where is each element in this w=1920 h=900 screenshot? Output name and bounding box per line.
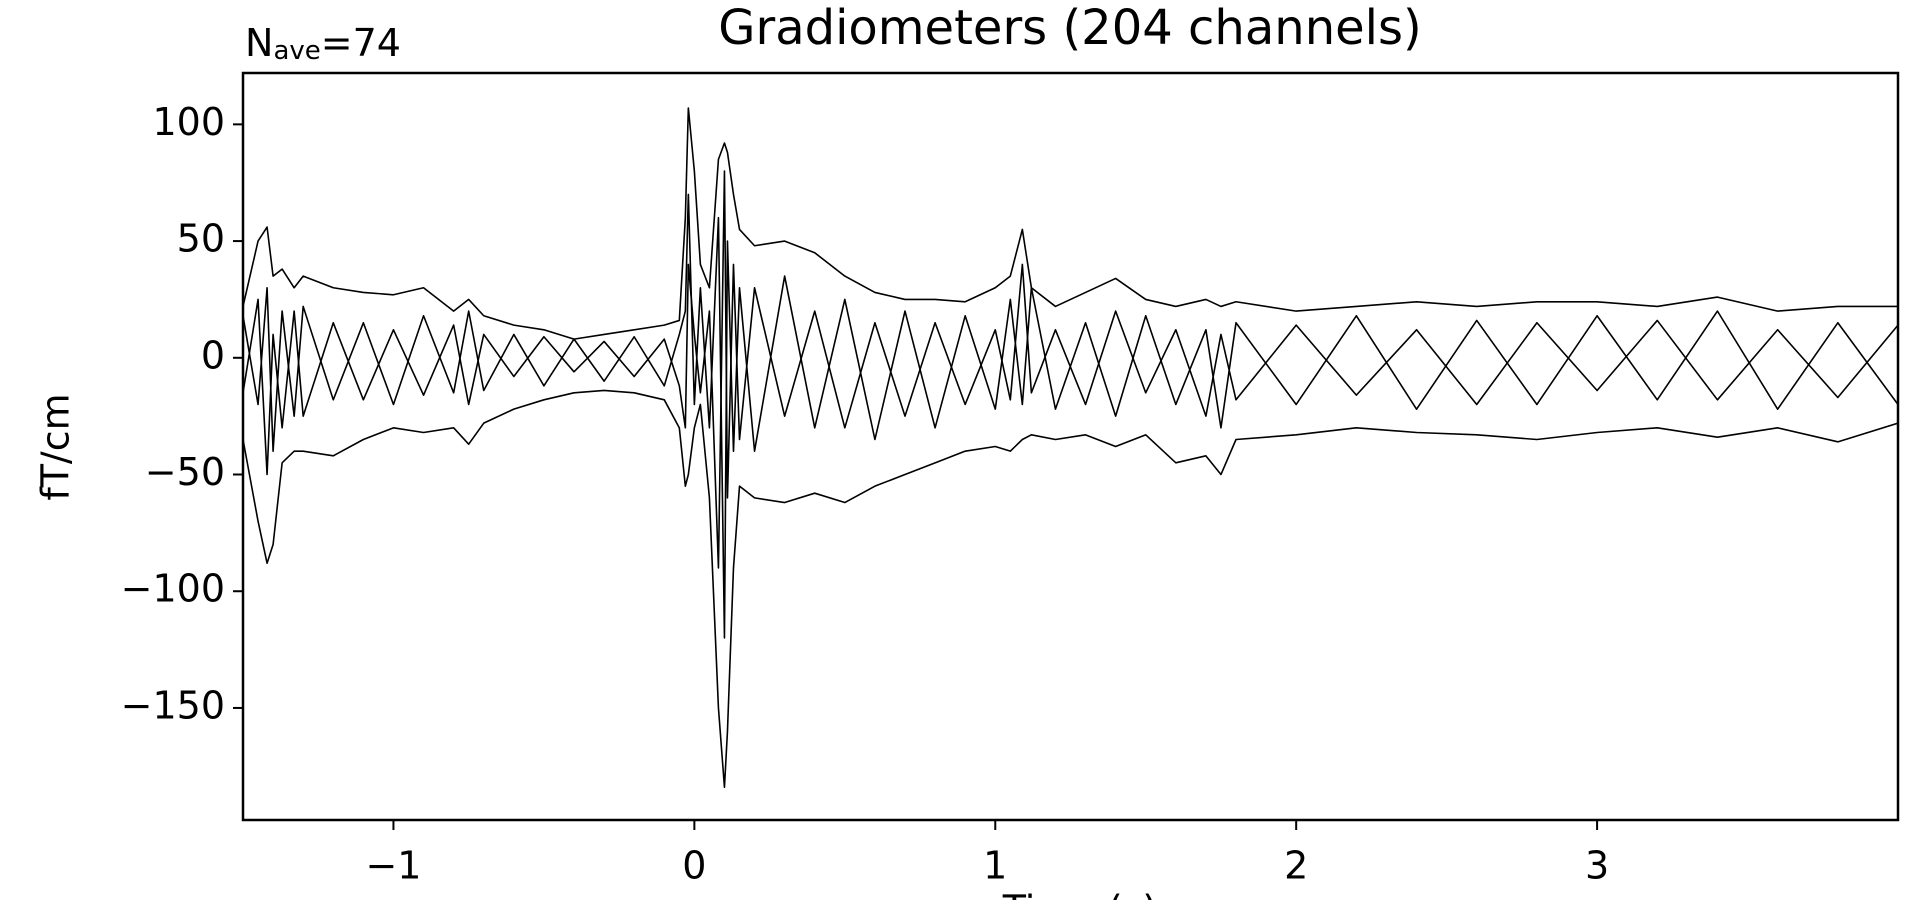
annotation: Nave=74 (245, 21, 401, 66)
x-tick-label: 2 (1284, 844, 1308, 888)
y-axis-label: fT/cm (34, 393, 78, 500)
x-tick-label: 0 (682, 844, 706, 888)
y-tick-label: −50 (145, 450, 225, 494)
trace (243, 170, 1898, 569)
annotation-base: N (245, 21, 273, 65)
annotation-sub: ave (273, 36, 320, 66)
y-tick-label: −100 (121, 567, 225, 611)
x-tick-label: 3 (1585, 844, 1609, 888)
y-tick-label: 50 (177, 217, 225, 261)
chart-title: Gradiometers (204 channels) (718, 0, 1421, 56)
y-tick-label: 100 (152, 100, 225, 144)
annotation-rest: =74 (321, 21, 401, 65)
y-tick-label: −150 (121, 683, 225, 727)
trace (243, 389, 1898, 789)
plot-frame (241, 71, 1900, 822)
trace (243, 107, 1898, 340)
x-tick-label: 1 (983, 844, 1007, 888)
x-tick-label: −1 (365, 844, 421, 888)
y-tick-label: 0 (201, 333, 225, 377)
x-axis-label: Time (s) (1002, 888, 1158, 900)
trace (243, 193, 1898, 639)
